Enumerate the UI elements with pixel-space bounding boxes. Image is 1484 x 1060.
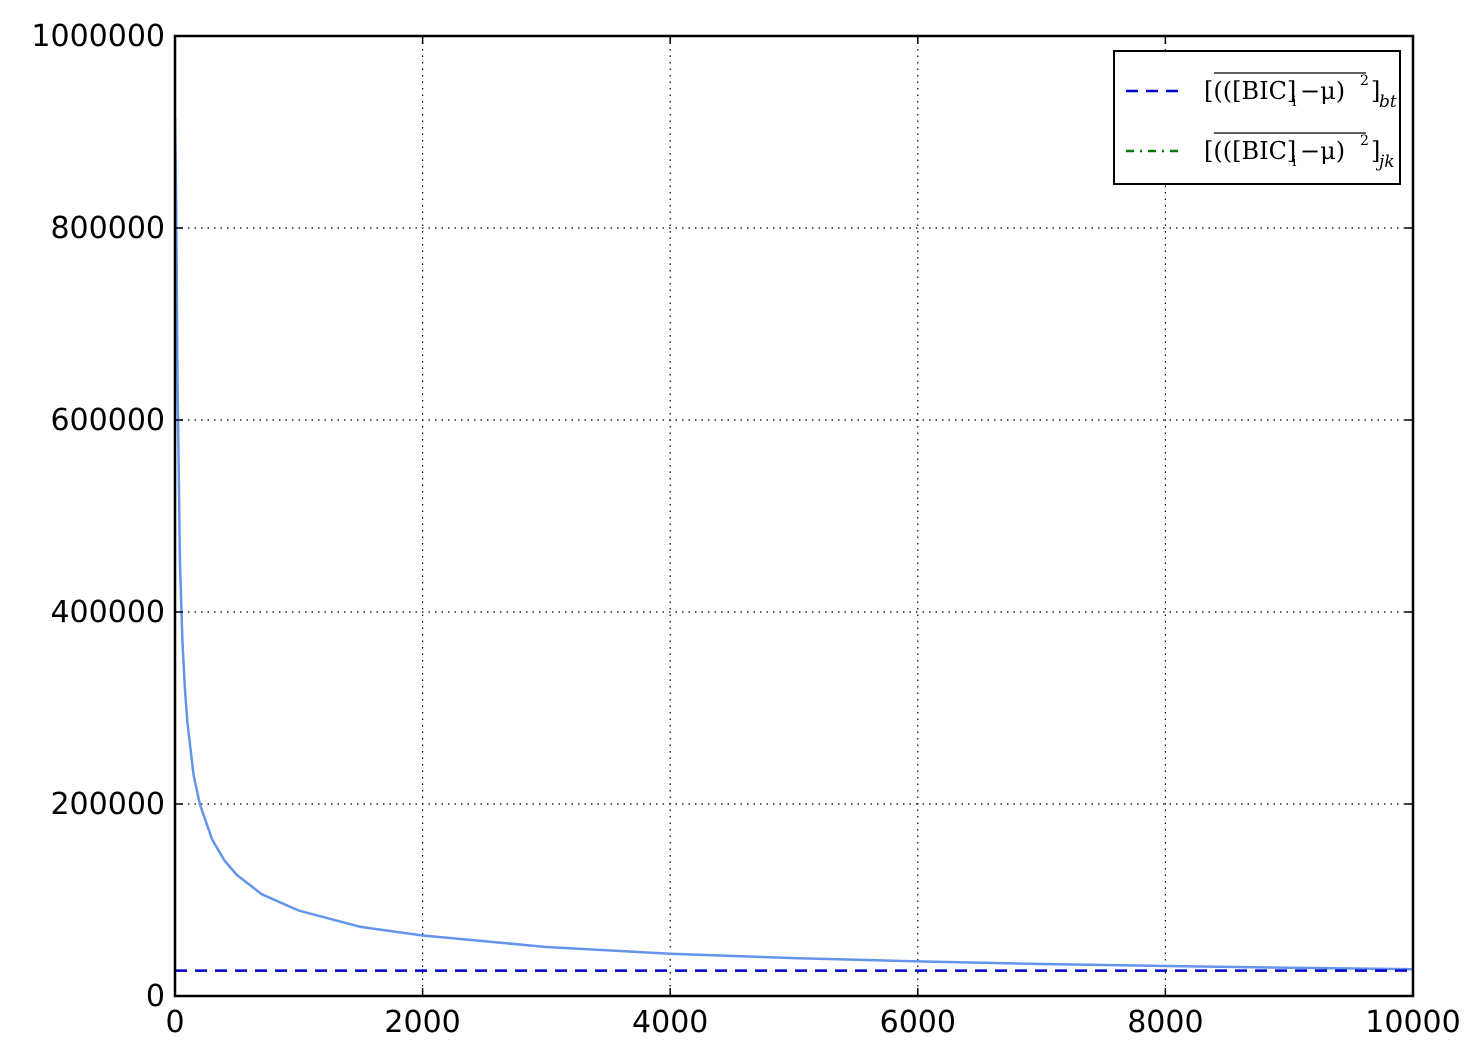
legend-jk-close: ] — [1371, 137, 1380, 165]
y-tick-label-400000: 400000 — [50, 595, 165, 630]
legend-jk-main: [(([BIC] — [1204, 137, 1296, 165]
x-tick-label-0: 0 — [165, 1005, 184, 1040]
legend-bt-close: ] — [1371, 77, 1380, 105]
legend-jk-sub-i: i — [1292, 154, 1297, 170]
x-tick-labels: 0 2000 4000 6000 8000 10000 — [165, 1005, 1460, 1040]
y-tick-label-200000: 200000 — [50, 787, 165, 822]
series-line-0 — [173, 117, 1414, 971]
series-group — [173, 117, 1414, 972]
legend-jk-sup: 2 — [1360, 133, 1369, 149]
legend-jk-sub: jk — [1375, 152, 1395, 172]
x-tick-label-8000: 8000 — [1127, 1005, 1203, 1040]
y-tick-label-0: 0 — [146, 979, 165, 1014]
legend: [(([BIC] i −μ) 2 ] bt [(([BIC] i −μ) 2 ]… — [1113, 50, 1401, 185]
tick-marks — [174, 35, 1414, 997]
grid-lines — [175, 36, 1413, 996]
x-tick-label-6000: 6000 — [880, 1005, 956, 1040]
legend-bt-sub-i: i — [1292, 94, 1297, 110]
legend-bt-main: [(([BIC] — [1204, 77, 1296, 105]
y-tick-labels: 0 200000 400000 600000 800000 1000000 — [31, 19, 165, 1014]
legend-jk-tail: −μ) — [1300, 137, 1345, 165]
y-tick-label-1000000: 1000000 — [31, 19, 165, 54]
plot-frame — [173, 34, 1415, 998]
x-tick-label-10000: 10000 — [1365, 1005, 1460, 1040]
legend-entry-bt: [(([BIC] i −μ) 2 ] bt — [1204, 72, 1397, 112]
legend-entry-jk: [(([BIC] i −μ) 2 ] jk — [1204, 132, 1395, 172]
legend-bt-sup: 2 — [1360, 73, 1369, 89]
y-tick-label-600000: 600000 — [50, 403, 165, 438]
y-tick-label-800000: 800000 — [50, 211, 165, 246]
legend-bt-sub: bt — [1379, 92, 1397, 112]
legend-bt-tail: −μ) — [1300, 77, 1345, 105]
x-tick-label-2000: 2000 — [384, 1005, 460, 1040]
x-tick-label-4000: 4000 — [632, 1005, 708, 1040]
